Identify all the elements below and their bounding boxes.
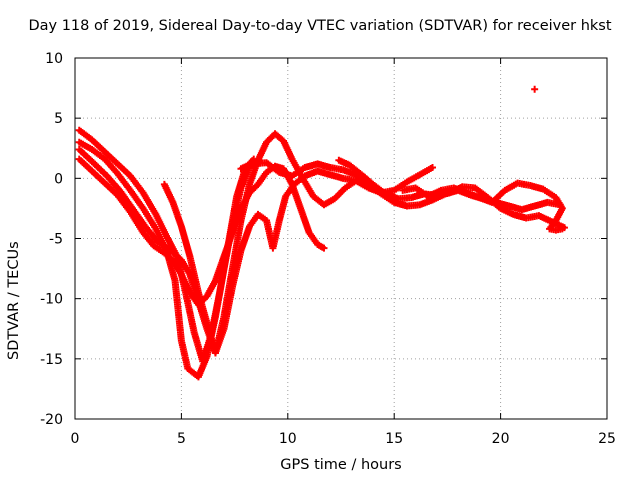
x-tick-label: 25 — [598, 431, 616, 447]
x-tick-label: 0 — [71, 431, 80, 447]
plot-frame — [74, 57, 608, 420]
series-track-8 — [399, 179, 566, 234]
chart-title: Day 118 of 2019, Sidereal Day-to-day VTE… — [28, 18, 612, 34]
series-track-4 — [75, 155, 328, 309]
y-tick-label: -5 — [49, 232, 63, 248]
y-tick-label: -20 — [40, 412, 63, 428]
x-tick-label: 20 — [492, 431, 510, 447]
data-point — [320, 244, 328, 252]
y-tick-label: 10 — [45, 51, 63, 67]
series-track-7 — [335, 156, 568, 232]
x-tick-label: 5 — [177, 431, 186, 447]
data-point — [558, 225, 566, 233]
data-point — [531, 85, 539, 93]
y-axis-label: SDTVAR / TECUs — [6, 241, 22, 360]
series-outlier — [531, 85, 539, 93]
plot-points — [75, 85, 568, 381]
y-tick-label: -15 — [40, 352, 63, 368]
y-tick-label: 0 — [54, 171, 63, 187]
tick-labels: 0 5 10 15 20 25 -20 -15 -10 -5 0 5 10 — [40, 51, 616, 447]
y-tick-label: -10 — [40, 292, 63, 308]
x-tick-label: 15 — [385, 431, 403, 447]
x-tick-label: 10 — [279, 431, 297, 447]
x-axis-label: GPS time / hours — [280, 457, 402, 473]
series-track-5 — [160, 164, 437, 357]
y-tick-label: 5 — [54, 111, 63, 127]
data-point — [429, 164, 437, 172]
